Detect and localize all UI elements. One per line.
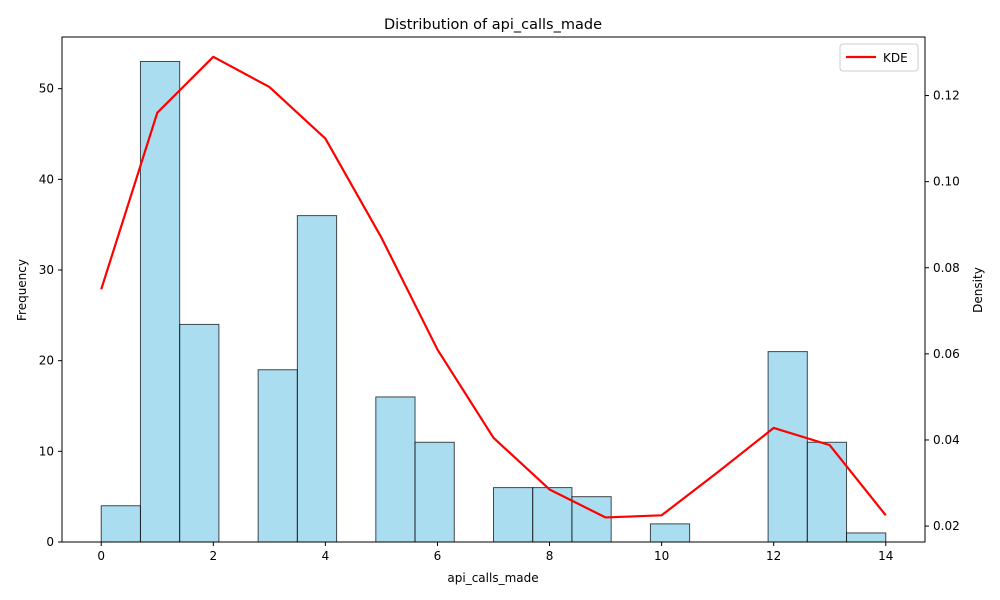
y-tick-label: 40 bbox=[39, 172, 54, 186]
y-tick-label: 10 bbox=[39, 444, 54, 458]
y-axis-label: Frequency bbox=[15, 259, 29, 321]
y-tick-label: 30 bbox=[39, 263, 54, 277]
y2-tick-label: 0.04 bbox=[933, 433, 960, 447]
histogram-bar bbox=[767, 351, 808, 543]
y2-tick-label: 0.10 bbox=[933, 175, 960, 189]
x-axis-label: api_calls_made bbox=[447, 571, 538, 585]
histogram-bar bbox=[179, 323, 220, 543]
legend-kde-label: KDE bbox=[883, 51, 908, 65]
y2-axis-label: Density bbox=[971, 267, 985, 313]
kde-line bbox=[100, 55, 887, 519]
histogram-bar bbox=[375, 396, 416, 543]
histogram-bars bbox=[100, 60, 887, 543]
kde-line-layer bbox=[100, 55, 887, 519]
y2-tick-label: 0.08 bbox=[933, 261, 960, 275]
legend-box bbox=[839, 43, 919, 72]
chart-title: Distribution of api_calls_made bbox=[384, 17, 602, 33]
x-tick-label: 8 bbox=[546, 549, 554, 563]
histogram-bar bbox=[649, 523, 691, 543]
x-tick-label: 6 bbox=[434, 549, 442, 563]
x-tick-label: 12 bbox=[766, 549, 781, 563]
histogram-bar bbox=[296, 215, 338, 543]
plot-frame bbox=[61, 36, 926, 543]
legend: KDE bbox=[839, 43, 919, 72]
x-tick-label: 2 bbox=[209, 549, 217, 563]
x-tick-label: 14 bbox=[878, 549, 893, 563]
histogram-bar bbox=[414, 441, 455, 543]
y-tick-label: 50 bbox=[39, 82, 54, 96]
y2-tick-label: 0.02 bbox=[933, 519, 960, 533]
histogram-bar bbox=[493, 487, 534, 543]
y2-tick-label: 0.12 bbox=[933, 89, 960, 103]
histogram-bar bbox=[532, 487, 573, 543]
y-tick-label: 0 bbox=[46, 535, 54, 549]
histogram-bar bbox=[100, 505, 141, 543]
y2-tick-label: 0.06 bbox=[933, 347, 960, 361]
y-axis-right: 0.02 0.04 0.06 0.08 0.10 0.12 bbox=[925, 89, 960, 533]
x-tick-label: 10 bbox=[654, 549, 669, 563]
y-tick-label: 20 bbox=[39, 354, 54, 368]
histogram-bar bbox=[139, 60, 181, 543]
x-tick-label: 4 bbox=[322, 549, 330, 563]
x-tick-label: 0 bbox=[97, 549, 105, 563]
x-axis: 0 2 4 6 8 10 12 14 bbox=[97, 542, 893, 563]
histogram-bar bbox=[846, 532, 887, 543]
histogram-bar bbox=[257, 369, 298, 543]
y-axis-left: 0 10 20 30 40 50 bbox=[39, 82, 62, 549]
